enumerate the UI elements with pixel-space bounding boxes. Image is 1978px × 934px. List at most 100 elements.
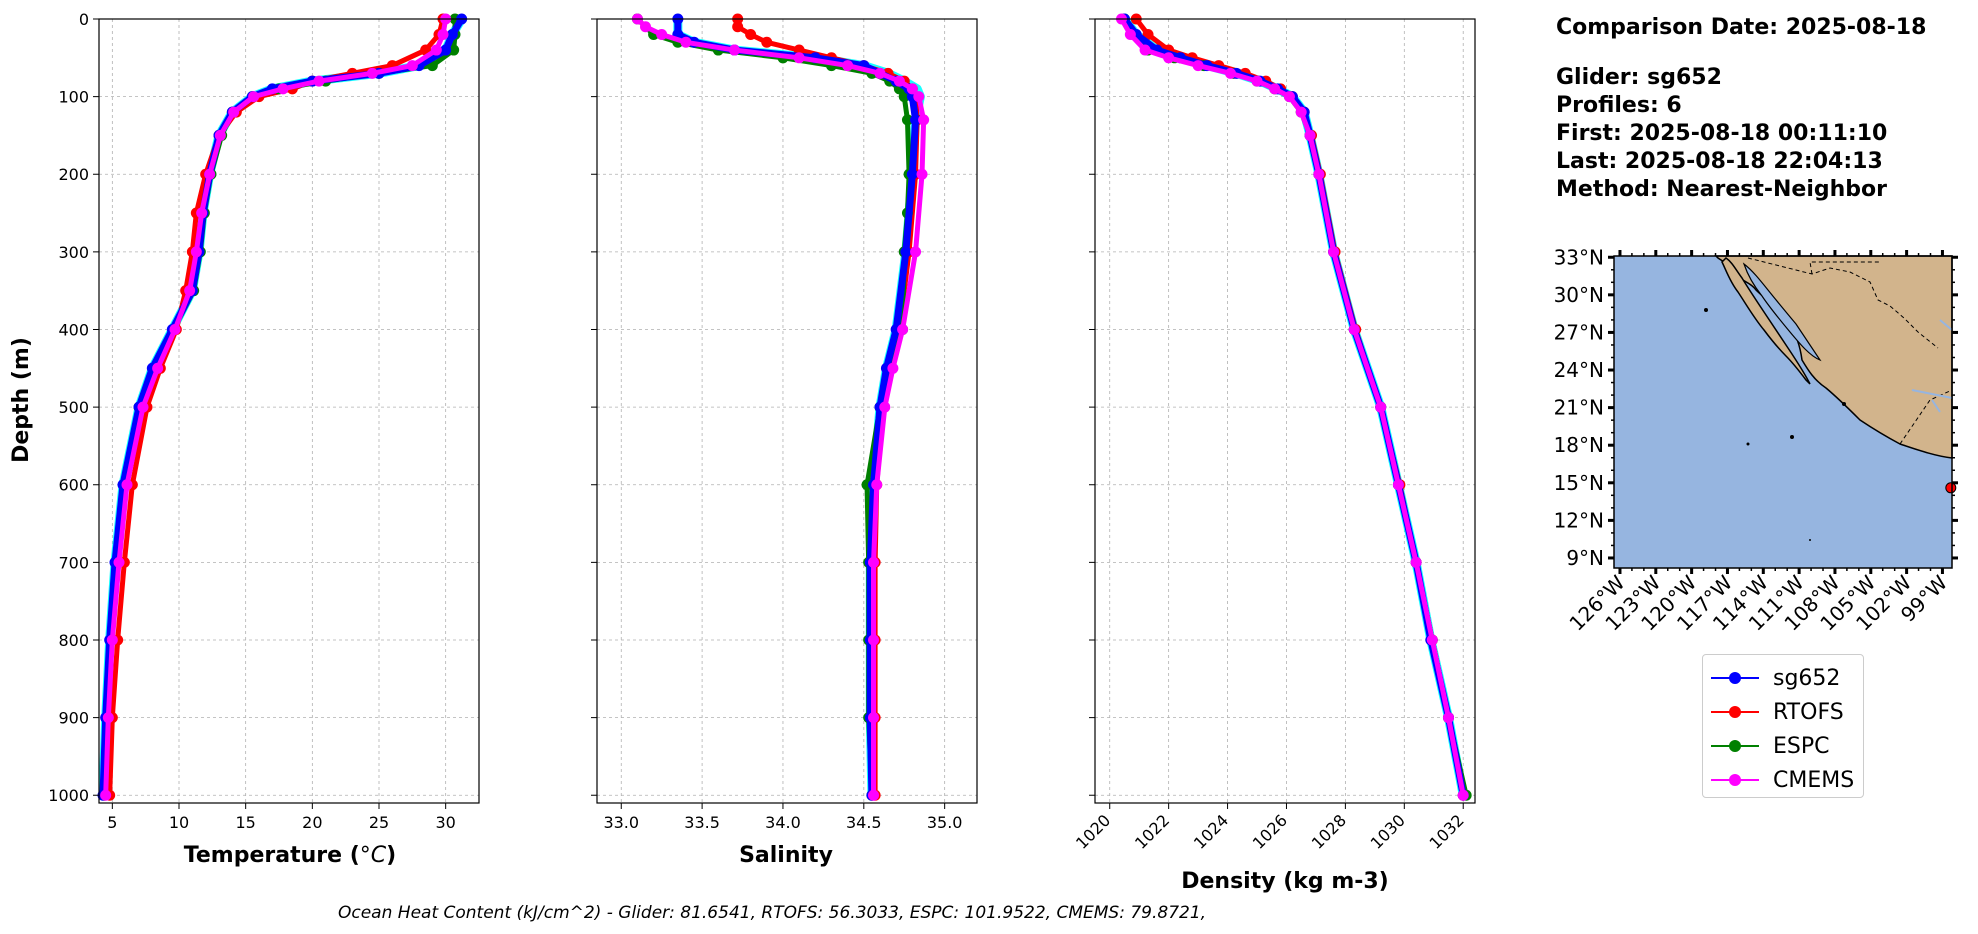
density-point-cmems bbox=[1124, 29, 1136, 41]
method: Method: Nearest-Neighbor bbox=[1556, 177, 1887, 202]
depth-ytick-label: 400 bbox=[58, 320, 89, 339]
salinity-point-cmems bbox=[910, 246, 922, 258]
depth-ylabel: Depth (m) bbox=[9, 337, 34, 463]
salinity-point-espc bbox=[901, 114, 913, 126]
island-2 bbox=[1746, 442, 1750, 446]
temperature-point-cmems bbox=[184, 285, 196, 297]
density-point-cmems bbox=[1192, 60, 1204, 72]
density-point-cmems bbox=[1163, 52, 1175, 64]
salinity-point-cmems bbox=[874, 67, 886, 79]
density-point-cmems bbox=[1251, 75, 1263, 87]
density-point-cmems bbox=[1348, 323, 1360, 335]
density-xtick-label: 1030 bbox=[1367, 811, 1409, 853]
temperature-point-cmems bbox=[277, 83, 289, 95]
temperature-point-cmems bbox=[152, 362, 164, 374]
legend-label: CMEMS bbox=[1773, 767, 1855, 793]
density-point-cmems bbox=[1283, 91, 1295, 103]
density-point-cmems bbox=[1392, 479, 1404, 491]
salinity-point-cmems bbox=[842, 60, 854, 72]
salinity-point-cmems bbox=[893, 75, 905, 87]
salinity-line-cmems bbox=[634, 16, 927, 798]
temperature-xtick-label: 25 bbox=[369, 813, 389, 832]
map-lat-label: 9°N bbox=[1566, 546, 1604, 570]
depth-ytick-label: 300 bbox=[58, 243, 89, 262]
temperature-point-cmems bbox=[214, 129, 226, 141]
temperature-point-cmems bbox=[106, 634, 118, 646]
salinity-point-cmems bbox=[728, 44, 740, 56]
density-xlabel: Density (kg m-3) bbox=[1181, 869, 1389, 894]
legend-swatch-sg652 bbox=[1711, 668, 1759, 688]
legend-entry-espc: ESPC bbox=[1711, 729, 1855, 763]
salinity-point-rtofs bbox=[745, 29, 757, 41]
island-1 bbox=[1704, 308, 1708, 312]
density-point-cmems bbox=[1328, 246, 1340, 258]
gulf-of-california bbox=[1742, 262, 1822, 362]
temperature-point-sg652 bbox=[440, 44, 452, 56]
legend-label: ESPC bbox=[1773, 733, 1830, 759]
salinity-point-cmems bbox=[656, 29, 668, 41]
salinity-point-sg652 bbox=[900, 246, 912, 258]
salinity-point-cmems bbox=[640, 21, 652, 33]
glider-name: Glider: sg652 bbox=[1556, 65, 1722, 90]
density-panel: 1020 1022 1024 1026 1028 1030 1032 Density (kg… bbox=[1072, 13, 1476, 894]
temperature-point-cmems bbox=[169, 323, 181, 335]
last-time: Last: 2025-08-18 22:04:13 bbox=[1556, 149, 1883, 174]
density-xtick-label: 1024 bbox=[1190, 811, 1232, 853]
temperature-point-cmems bbox=[406, 60, 418, 72]
temperature-point-cmems bbox=[121, 479, 133, 491]
density-xtick-label: 1032 bbox=[1426, 811, 1468, 853]
temperature-point-cmems bbox=[430, 44, 442, 56]
map-lat-label: 27°N bbox=[1554, 320, 1604, 344]
salinity-xtick-label: 33.0 bbox=[603, 813, 639, 832]
salinity-panel: 33.0 33.5 34.0 34.5 35.0 Salinity bbox=[591, 13, 978, 868]
depth-ytick-label: 0 bbox=[79, 10, 89, 29]
land-baja-california bbox=[1721, 257, 1811, 385]
comparison-date: Comparison Date: 2025-08-18 bbox=[1556, 15, 1927, 40]
salinity-xlabel: Salinity bbox=[739, 843, 833, 868]
temperature-point-sg652 bbox=[446, 29, 458, 41]
salinity-xtick-label: 34.0 bbox=[765, 813, 801, 832]
map-lat-label: 12°N bbox=[1554, 508, 1604, 532]
salinity-point-cmems bbox=[918, 114, 930, 126]
map-lat-label: 18°N bbox=[1554, 433, 1604, 457]
salinity-point-sg652 bbox=[906, 168, 918, 180]
map-lat-label: 33°N bbox=[1554, 245, 1604, 269]
density-point-cmems bbox=[1139, 44, 1151, 56]
density-point-cmems bbox=[1313, 168, 1325, 180]
temperature-point-cmems bbox=[228, 106, 240, 118]
map-lat-label: 30°N bbox=[1554, 283, 1604, 307]
legend-entry-cmems: CMEMS bbox=[1711, 763, 1855, 797]
temperature-line-cmems bbox=[103, 16, 449, 798]
density-xtick-label: 1022 bbox=[1131, 811, 1173, 853]
salinity-xtick-label: 35.0 bbox=[927, 813, 963, 832]
legend-entry-rtofs: RTOFS bbox=[1711, 695, 1855, 729]
salinity-point-cmems bbox=[897, 323, 909, 335]
legend-label: sg652 bbox=[1773, 665, 1841, 691]
density-xtick-label: 1026 bbox=[1249, 811, 1291, 853]
density-point-cmems bbox=[1225, 67, 1237, 79]
density-point-cmems bbox=[1426, 634, 1438, 646]
island-3 bbox=[1790, 435, 1794, 439]
temperature-point-cmems bbox=[102, 712, 114, 724]
salinity-point-cmems bbox=[793, 52, 805, 64]
density-xtick-label: 1028 bbox=[1308, 811, 1350, 853]
density-point-cmems bbox=[1457, 789, 1469, 801]
ocean-heat-content-footer: Ocean Heat Content (kJ/cm^2) - Glider: 8… bbox=[338, 903, 1207, 923]
depth-ytick-label: 800 bbox=[58, 631, 89, 650]
temperature-point-cmems bbox=[437, 29, 449, 41]
location-map: 33°N30°N27°N24°N21°N18°N15°N12°N9°N126°W… bbox=[1554, 245, 1958, 636]
density-xtick-label: 1020 bbox=[1072, 811, 1114, 853]
depth-ytick-label: 600 bbox=[58, 476, 89, 495]
salinity-point-rtofs bbox=[732, 21, 744, 33]
map-frame bbox=[1613, 255, 1953, 569]
salinity-point-cmems bbox=[871, 479, 883, 491]
density-point-cmems bbox=[1375, 401, 1387, 413]
temperature-xtick-label: 5 bbox=[107, 813, 117, 832]
temperature-point-cmems bbox=[137, 401, 149, 413]
temperature-point-cmems bbox=[248, 91, 260, 103]
salinity-point-cmems bbox=[887, 362, 899, 374]
temperature-xtick-label: 10 bbox=[169, 813, 189, 832]
legend-swatch-espc bbox=[1711, 736, 1759, 756]
salinity-xtick-label: 34.5 bbox=[846, 813, 882, 832]
